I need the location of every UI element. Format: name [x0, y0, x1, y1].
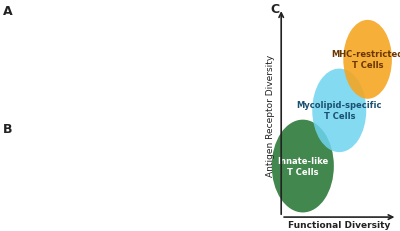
Text: Antigen Receptor Diversity: Antigen Receptor Diversity [266, 55, 275, 176]
Text: Functional Diversity: Functional Diversity [288, 220, 390, 229]
Text: Mycolipid-specific
T Cells: Mycolipid-specific T Cells [296, 101, 382, 121]
Text: Innate-like
T Cells: Innate-like T Cells [277, 156, 328, 176]
Text: MHC-restricted
T Cells: MHC-restricted T Cells [332, 50, 400, 70]
Text: C: C [270, 3, 280, 16]
Text: A: A [3, 5, 12, 18]
Ellipse shape [312, 69, 366, 152]
Ellipse shape [343, 21, 392, 99]
Text: B: B [3, 122, 12, 135]
Ellipse shape [272, 120, 334, 213]
